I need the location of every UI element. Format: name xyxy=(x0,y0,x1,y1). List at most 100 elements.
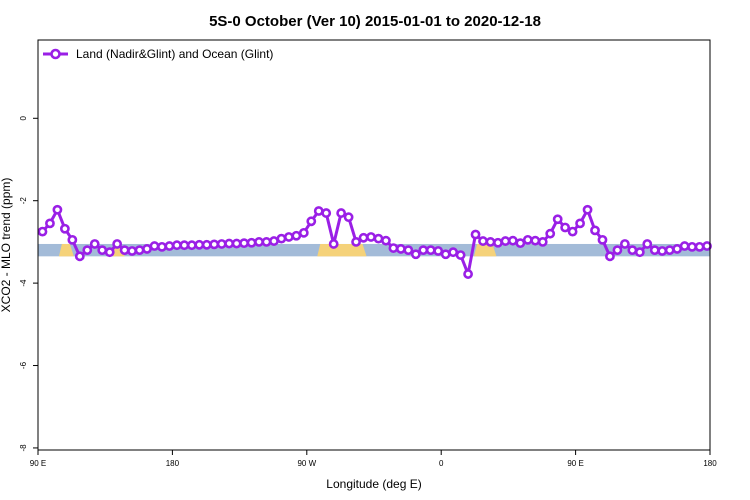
data-point xyxy=(201,239,212,250)
data-point xyxy=(254,237,264,247)
data-point xyxy=(209,239,220,250)
data-point xyxy=(358,232,369,243)
land-segment xyxy=(474,243,497,257)
data-point xyxy=(605,251,615,262)
x-tick-label: 180 xyxy=(166,459,180,468)
data-point xyxy=(463,269,473,279)
x-tick-label: 0 xyxy=(439,459,444,468)
data-point xyxy=(321,208,332,218)
data-point xyxy=(649,245,660,256)
data-point xyxy=(194,239,205,250)
y-axis: 0 -2 -4 -6 -8 xyxy=(19,116,38,452)
data-point xyxy=(433,246,444,256)
y-tick-label: -4 xyxy=(19,279,28,287)
data-point xyxy=(261,237,272,247)
x-axis: 90 E 180 90 W 0 90 E 180 xyxy=(30,450,717,468)
y-tick-label: -6 xyxy=(19,361,28,369)
series-layer xyxy=(37,204,712,279)
data-point xyxy=(224,238,235,249)
data-point xyxy=(627,245,638,256)
land-segment xyxy=(58,243,74,257)
data-point xyxy=(134,245,145,256)
data-point xyxy=(657,246,668,256)
data-point xyxy=(634,247,645,258)
legend-label: Land (Nadir&Glint) and Ocean (Glint) xyxy=(76,47,273,61)
chart-title: 5S-0 October (Ver 10) 2015-01-01 to 2020… xyxy=(209,13,541,30)
y-tick-label: -2 xyxy=(19,197,28,205)
data-point xyxy=(582,204,593,215)
data-point xyxy=(45,218,55,229)
data-point xyxy=(366,232,376,242)
data-point xyxy=(448,247,459,258)
y-axis-label: XCO2 - MLO trend (ppm) xyxy=(0,178,13,313)
data-point xyxy=(664,245,675,256)
data-point xyxy=(672,244,683,254)
data-point xyxy=(687,241,697,252)
plot-frame xyxy=(37,39,711,451)
data-point xyxy=(545,228,556,239)
data-point xyxy=(231,238,242,249)
y-tick-label: 0 xyxy=(19,116,28,121)
series-line xyxy=(41,208,708,276)
data-point xyxy=(328,239,339,249)
data-point xyxy=(127,246,137,256)
data-point xyxy=(388,243,399,253)
data-point xyxy=(410,249,421,260)
data-point xyxy=(642,239,653,249)
data-point xyxy=(567,226,578,237)
data-point xyxy=(67,234,78,245)
data-point xyxy=(381,235,391,246)
data-point xyxy=(112,239,123,249)
data-point xyxy=(239,238,249,249)
y-tick-label: -8 xyxy=(19,444,28,452)
data-point xyxy=(97,245,108,256)
data-point xyxy=(119,245,130,256)
data-point xyxy=(171,240,182,251)
data-point xyxy=(440,249,451,260)
data-point xyxy=(590,225,600,236)
x-tick-label: 90 E xyxy=(30,459,46,468)
data-point xyxy=(575,218,585,229)
data-point xyxy=(515,238,526,249)
data-point xyxy=(425,245,436,256)
data-point xyxy=(537,237,548,247)
data-point xyxy=(291,230,302,241)
data-point xyxy=(276,233,287,244)
data-point xyxy=(702,241,712,251)
data-point xyxy=(246,237,257,248)
legend: Land (Nadir&Glint) and Ocean (Glint) xyxy=(43,47,273,61)
data-point xyxy=(493,237,503,248)
data-point xyxy=(313,206,324,216)
data-point xyxy=(560,222,571,233)
data-point xyxy=(298,227,309,238)
x-axis-label: Longitude (deg E) xyxy=(326,477,421,491)
data-point xyxy=(694,241,705,252)
x-tick-label: 90 E xyxy=(567,459,583,468)
data-point xyxy=(336,208,347,218)
data-point xyxy=(52,204,63,215)
x-tick-label: 180 xyxy=(703,459,717,468)
data-point xyxy=(157,241,167,252)
data-point xyxy=(37,226,48,237)
land-segment xyxy=(317,243,367,257)
data-point xyxy=(612,245,623,256)
data-point xyxy=(149,241,160,251)
data-point xyxy=(500,236,511,246)
data-point xyxy=(485,237,496,247)
data-point xyxy=(283,232,294,242)
data-point xyxy=(59,223,70,234)
data-point xyxy=(470,229,481,240)
data-point xyxy=(104,247,115,258)
data-point xyxy=(269,236,279,246)
data-point xyxy=(343,212,354,223)
data-point xyxy=(373,233,384,244)
data-point xyxy=(552,214,563,225)
data-point xyxy=(507,235,518,246)
data-point xyxy=(619,239,630,249)
data-point xyxy=(478,236,488,246)
data-point xyxy=(530,235,541,246)
x-tick-label: 90 W xyxy=(297,459,316,468)
data-point xyxy=(679,241,690,251)
legend-marker xyxy=(50,48,61,60)
